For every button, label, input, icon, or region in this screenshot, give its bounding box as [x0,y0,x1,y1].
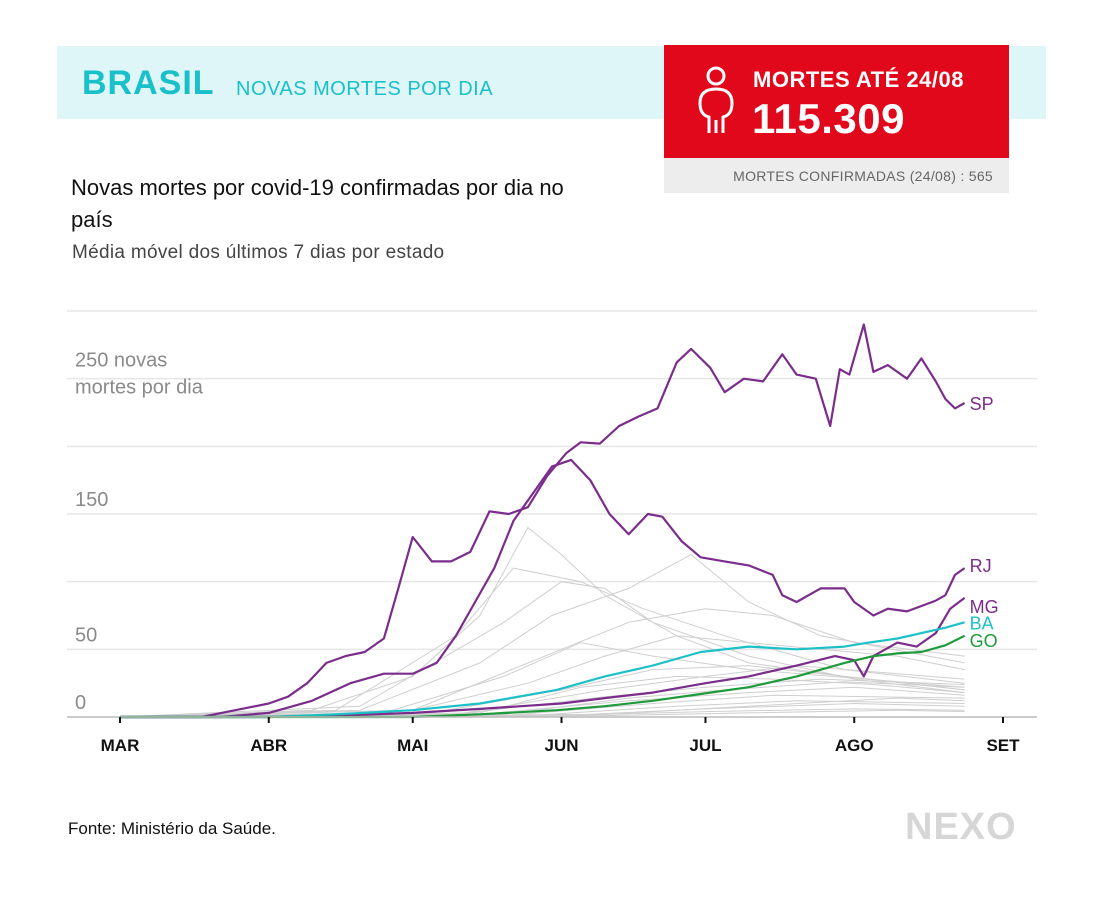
series-line-ba [120,621,965,719]
confirmed-deaths-text: MORTES CONFIRMADAS (24/08) : 565 [733,168,993,184]
series-line-sp [120,323,966,719]
series-line-other-state [119,675,965,718]
series-line-other-state [119,665,965,718]
series-label-mg: MG [970,597,999,617]
y-tick-label: 0 [75,692,86,714]
x-tick-label: JUL [689,736,721,755]
y-tick-label: 250 novas mortes por dia [75,350,204,399]
series-label-ba: BA [970,613,994,633]
header-subtitle: NOVAS MORTES POR DIA [236,78,494,100]
series-label-rj: RJ [970,556,992,576]
series-line-other-state [119,554,965,718]
series-line-other-state [119,567,965,718]
source-note: Fonte: Ministério da Saúde. [68,819,276,838]
series-line-other-state [119,581,965,718]
series-label-go: GO [970,631,998,651]
deaths-value: 115.309 [752,95,906,142]
person-icon [698,66,734,133]
x-tick-label: JUN [544,736,578,755]
y-tick-label: 50 [75,624,97,646]
x-tick-label: SET [986,736,1020,755]
chart-title: Novas mortes por covid-19 confirmadas po… [71,175,564,232]
x-tick-label: MAI [397,736,428,755]
series-line-rj [120,458,966,719]
deaths-label: MORTES ATÉ 24/08 [753,67,964,92]
series-line-go [120,634,966,719]
total-deaths-box: MORTES ATÉ 24/08 115.309 [664,45,1009,158]
y-tick-label: 150 [75,489,108,511]
series-line-other-state [119,608,965,718]
nexo-logo: NEXO [905,806,1017,848]
series-line-mg [120,597,966,719]
x-tick-label: AGO [835,736,874,755]
x-tick-label: ABR [250,736,287,755]
chart-subtitle: Média móvel dos últimos 7 dias por estad… [72,242,445,263]
series-label-sp: SP [970,394,994,414]
series-line-other-state [119,635,965,718]
x-tick-label: MAR [101,736,140,755]
confirmed-deaths-bar: MORTES CONFIRMADAS (24/08) : 565 [664,158,1009,193]
country-title: BRASIL [82,64,215,102]
